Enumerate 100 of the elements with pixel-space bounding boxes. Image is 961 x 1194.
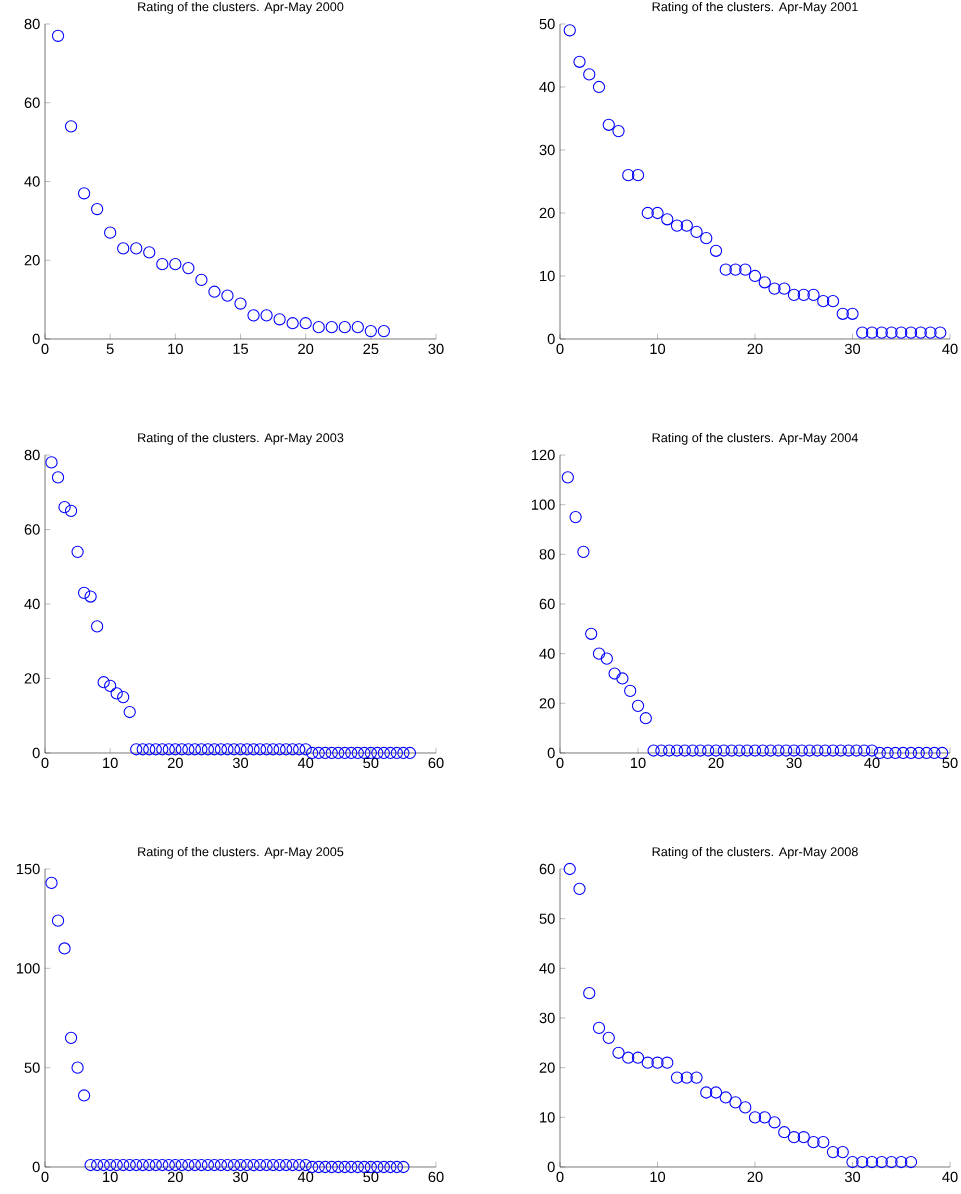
point <box>787 1131 801 1144</box>
point <box>260 309 273 322</box>
point <box>622 169 635 182</box>
point <box>143 1158 156 1172</box>
point <box>850 744 863 757</box>
point <box>104 1158 117 1172</box>
point <box>600 652 613 665</box>
chart-title: Rating of the clusters. Apr-May 2004 <box>652 432 858 445</box>
point <box>104 679 117 693</box>
point <box>577 545 590 558</box>
point <box>117 1158 130 1172</box>
point <box>661 213 674 226</box>
x-tick-label: 20 <box>747 343 763 355</box>
point <box>364 324 377 338</box>
point <box>253 743 267 756</box>
point <box>797 288 810 302</box>
y-tick-label: 20 <box>539 207 555 219</box>
point <box>58 942 71 955</box>
point <box>90 620 104 633</box>
x-tick-label: 20 <box>167 1171 183 1183</box>
point <box>390 746 404 760</box>
point <box>234 297 247 310</box>
point <box>338 1160 351 1174</box>
x-tick-label: 40 <box>297 757 314 769</box>
y-tick-label: 20 <box>539 698 555 709</box>
point <box>758 276 771 289</box>
point <box>188 743 202 756</box>
y-tick-label: 0 <box>32 747 40 759</box>
point <box>904 326 918 339</box>
point <box>709 244 723 257</box>
point <box>240 1158 254 1172</box>
point <box>817 295 830 308</box>
x-tick-label: 50 <box>942 757 958 769</box>
point <box>631 169 645 182</box>
chart-title: Rating of the clusters. Apr-May 2003 <box>138 432 344 445</box>
point <box>858 744 871 757</box>
point <box>312 746 325 760</box>
point <box>45 456 58 469</box>
y-tick-label: 80 <box>539 549 555 560</box>
point <box>84 590 97 603</box>
x-tick-label: 60 <box>428 1171 444 1183</box>
point <box>680 219 693 232</box>
point <box>273 743 286 756</box>
y-tick-label: 0 <box>32 333 40 345</box>
point <box>592 647 606 660</box>
point <box>240 743 254 756</box>
point <box>842 744 855 757</box>
chart-title: Rating of the clusters. Apr-May 2001 <box>652 1 858 14</box>
point <box>208 743 221 756</box>
y-tick-label: 0 <box>547 1161 555 1173</box>
point <box>865 744 879 757</box>
point <box>748 1111 762 1124</box>
y-tick-label: 30 <box>539 144 555 156</box>
point <box>325 1160 338 1174</box>
point <box>266 1158 280 1172</box>
point <box>651 206 664 220</box>
point <box>748 744 762 757</box>
point <box>811 744 824 757</box>
point <box>58 501 71 514</box>
point <box>390 1160 404 1174</box>
point <box>741 744 754 757</box>
point <box>71 1061 84 1074</box>
point <box>865 1155 879 1169</box>
point <box>162 743 175 756</box>
point <box>403 746 417 760</box>
point <box>227 743 241 756</box>
x-tick-label: 30 <box>428 343 444 355</box>
point <box>156 1158 169 1172</box>
point <box>772 744 785 757</box>
point <box>612 1046 625 1059</box>
point <box>84 1158 97 1172</box>
point <box>631 699 645 712</box>
point <box>208 285 221 298</box>
point <box>895 326 908 339</box>
point <box>764 744 777 757</box>
point <box>384 1160 397 1174</box>
point <box>709 1086 723 1099</box>
point <box>819 744 832 757</box>
point <box>169 1158 182 1172</box>
point <box>748 269 762 283</box>
point <box>110 687 123 700</box>
point <box>836 1145 849 1159</box>
x-tick-label: 0 <box>41 343 49 355</box>
point <box>795 744 808 757</box>
x-tick-label: 20 <box>298 343 314 355</box>
point <box>351 1160 364 1174</box>
point <box>846 1155 859 1169</box>
point <box>641 206 654 220</box>
point <box>351 321 364 334</box>
point <box>661 1056 674 1069</box>
point <box>201 1158 215 1172</box>
x-tick-label: 0 <box>556 757 564 769</box>
point <box>875 1155 888 1169</box>
y-tick-label: 40 <box>539 648 555 659</box>
y-tick-label: 0 <box>32 1161 40 1173</box>
point <box>563 862 576 876</box>
point <box>912 746 925 760</box>
point <box>195 743 208 756</box>
point <box>663 744 676 757</box>
point <box>143 246 156 259</box>
